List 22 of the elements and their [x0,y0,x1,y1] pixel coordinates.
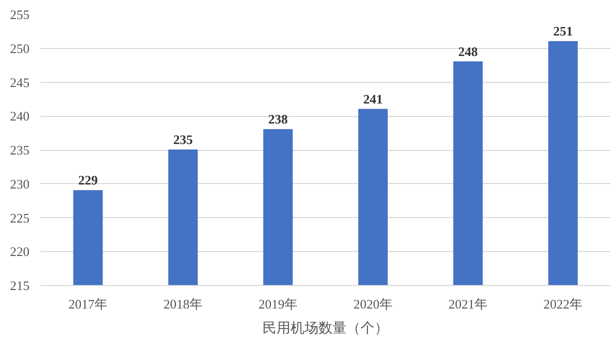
x-tick-label: 2017年 [68,296,108,312]
data-label: 235 [173,132,194,147]
data-label: 238 [268,112,288,127]
x-axis-title: 民用机场数量（个） [262,320,388,336]
y-tick-label: 235 [10,142,30,158]
y-tick-label: 255 [10,7,30,22]
y-tick-label: 245 [10,74,30,90]
data-label: 241 [363,91,383,106]
data-label: 248 [458,44,478,59]
x-tick-label: 2019年 [258,296,298,312]
y-tick-label: 250 [10,40,30,56]
x-tick-label: 2018年 [164,296,202,312]
data-label: 251 [553,24,573,39]
y-tick-label: 225 [10,210,30,226]
y-tick-label: 215 [10,278,30,293]
x-tick-label: 2020年 [354,296,392,312]
x-tick-label: 2022年 [544,296,582,312]
y-tick-label: 240 [10,108,30,124]
y-tick-label: 230 [10,176,30,192]
y-tick-label: 220 [10,244,30,260]
x-tick-label: 2021年 [448,296,488,312]
data-label: 229 [78,172,98,188]
